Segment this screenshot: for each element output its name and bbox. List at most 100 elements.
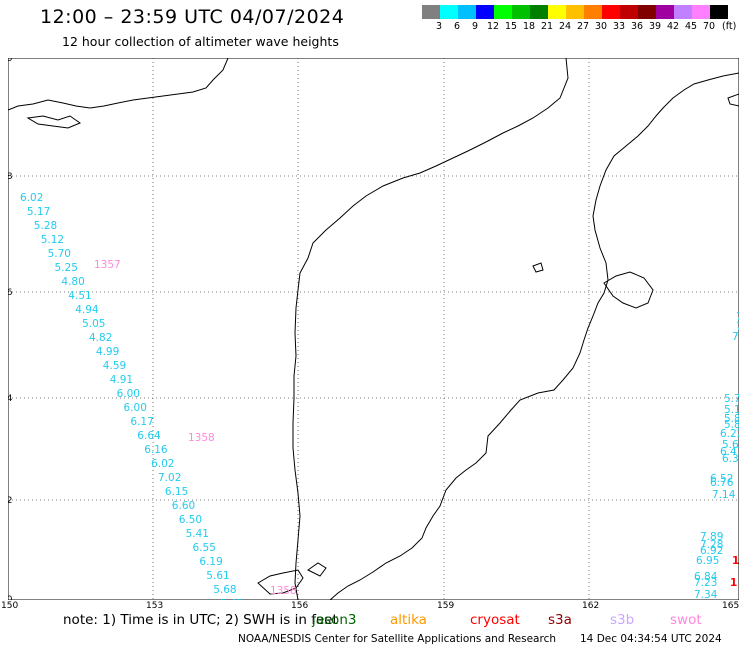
swh-value: 7.28 xyxy=(700,539,723,551)
swh-value: 6.36 xyxy=(722,453,739,465)
track-right: 7775.75.15.85.86.225.676.476.366.526.767… xyxy=(694,311,739,600)
swh-value: 6.00 xyxy=(117,388,140,400)
lon-label: 150 xyxy=(1,601,19,611)
mission-s3a: s3a xyxy=(548,612,572,628)
page-title: 12:00 – 23:59 UTC 04/07/2024 xyxy=(40,6,345,28)
page-subtitle: 12 hour collection of altimeter wave hei… xyxy=(62,34,339,49)
swh-value: 7.89 xyxy=(700,531,723,543)
red-label: 1 xyxy=(732,555,739,567)
scale-label: 24 xyxy=(559,21,572,32)
swh-value: 6.02 xyxy=(151,458,174,470)
scale-unit: (ft) xyxy=(722,21,737,32)
swh-value: 5.8 xyxy=(724,419,739,431)
swh-value: 5.12 xyxy=(41,234,64,246)
swh-value: 6.95 xyxy=(696,555,719,567)
swh-value: 6.47 xyxy=(720,446,739,458)
scale-label: 36 xyxy=(631,21,644,32)
swh-value: 4.91 xyxy=(110,374,133,386)
swh-value: 6.84 xyxy=(694,571,718,583)
color-swatch xyxy=(566,5,584,19)
scale-label: 70 xyxy=(703,21,716,32)
color-swatch xyxy=(656,5,674,19)
pass-label: 1358 xyxy=(270,585,297,597)
red-label: 1 xyxy=(730,577,737,589)
swh-value: 5.05 xyxy=(82,318,105,330)
swh-value: 6.19 xyxy=(199,556,222,568)
swh-value: 6.52 xyxy=(710,473,733,485)
scale-label: 15 xyxy=(505,21,518,32)
timestamp: 14 Dec 04:34:54 UTC 2024 xyxy=(580,633,722,645)
swh-value: 5.25 xyxy=(55,262,78,274)
swh-value: 7 xyxy=(736,321,739,333)
swh-value: 5.7 xyxy=(724,393,739,405)
swh-value: 7 xyxy=(736,311,739,323)
color-swatch xyxy=(692,5,710,19)
pass-label: 1358 xyxy=(188,432,215,444)
swh-value: 7 xyxy=(732,331,739,343)
mission-jason3: jason3 xyxy=(312,612,357,628)
scale-label: 9 xyxy=(472,21,479,32)
swh-value: 6.16 xyxy=(144,444,168,456)
color-swatch xyxy=(440,5,458,19)
swh-value: 4.99 xyxy=(96,346,119,358)
swh-value: 6.60 xyxy=(172,500,195,512)
lat-label: 52 xyxy=(8,496,12,506)
swh-value: 6.00 xyxy=(124,402,147,414)
swh-value: 5.28 xyxy=(34,220,57,232)
swh-value: 4.82 xyxy=(89,332,112,344)
swh-value: 4.94 xyxy=(75,304,99,316)
color-swatch xyxy=(458,5,476,19)
swh-value: 6.17 xyxy=(130,416,153,428)
swh-value: 6.15 xyxy=(165,486,188,498)
swh-value: 6.22 xyxy=(720,428,739,440)
coastline xyxy=(8,58,739,600)
swh-value: 6.92 xyxy=(700,545,723,557)
swh-value: 4.80 xyxy=(61,276,84,288)
swh-value: 5.45 xyxy=(220,598,243,600)
swh-value: 7.02 xyxy=(158,472,181,484)
longitude-labels: 150 153 156 159 162 165 xyxy=(0,601,740,613)
color-swatch xyxy=(476,5,494,19)
scale-label: 12 xyxy=(487,21,500,32)
lat-label: 60 xyxy=(8,58,13,64)
color-scale-labels: 3 6 9 12 15 18 21 24 27 30 33 36 39 42 45 70 (ft) xyxy=(422,21,740,33)
lat-label: 50 xyxy=(8,595,13,600)
swh-value: 5.70 xyxy=(48,248,71,260)
lon-label: 156 xyxy=(291,601,309,611)
color-swatch xyxy=(548,5,566,19)
lon-label: 162 xyxy=(582,601,600,611)
swh-value: 4.59 xyxy=(103,360,126,372)
color-swatch xyxy=(602,5,620,19)
lon-label: 153 xyxy=(146,601,164,611)
color-swatch xyxy=(620,5,638,19)
swh-value: 7.14 xyxy=(712,489,736,501)
mission-cryosat: cryosat xyxy=(470,612,520,628)
lat-label: 58 xyxy=(8,172,13,182)
footer-note: note: 1) Time is in UTC; 2) SWH is in fe… xyxy=(63,612,338,628)
pass-label: 1357 xyxy=(94,259,121,271)
swh-value: 6.76 xyxy=(710,477,734,489)
lat-label: 54 xyxy=(8,394,13,404)
scale-label: 42 xyxy=(667,21,680,32)
swh-value: 5.67 xyxy=(722,439,739,451)
lon-label: 159 xyxy=(437,601,455,611)
scale-label: 6 xyxy=(454,21,461,32)
lat-label: 56 xyxy=(8,288,13,298)
color-swatch xyxy=(512,5,530,19)
swh-value: 5.1 xyxy=(724,404,739,416)
map-border xyxy=(8,58,739,600)
swh-value: 5.68 xyxy=(213,584,236,596)
mission-swot: swot xyxy=(670,612,702,628)
scale-label: 21 xyxy=(541,21,554,32)
swh-value: 6.50 xyxy=(179,514,202,526)
mission-altika: altika xyxy=(390,612,427,628)
latitude-labels: 60 58 56 54 52 50 xyxy=(8,58,13,600)
scale-label: 30 xyxy=(595,21,608,32)
swh-value: 7.23 xyxy=(694,577,717,589)
color-swatch xyxy=(638,5,656,19)
swh-value: 5.8 xyxy=(724,413,739,425)
scale-label: 45 xyxy=(685,21,698,32)
swh-value: 5.17 xyxy=(27,206,50,218)
swh-value: 5.61 xyxy=(206,570,229,582)
color-swatch xyxy=(422,5,440,19)
